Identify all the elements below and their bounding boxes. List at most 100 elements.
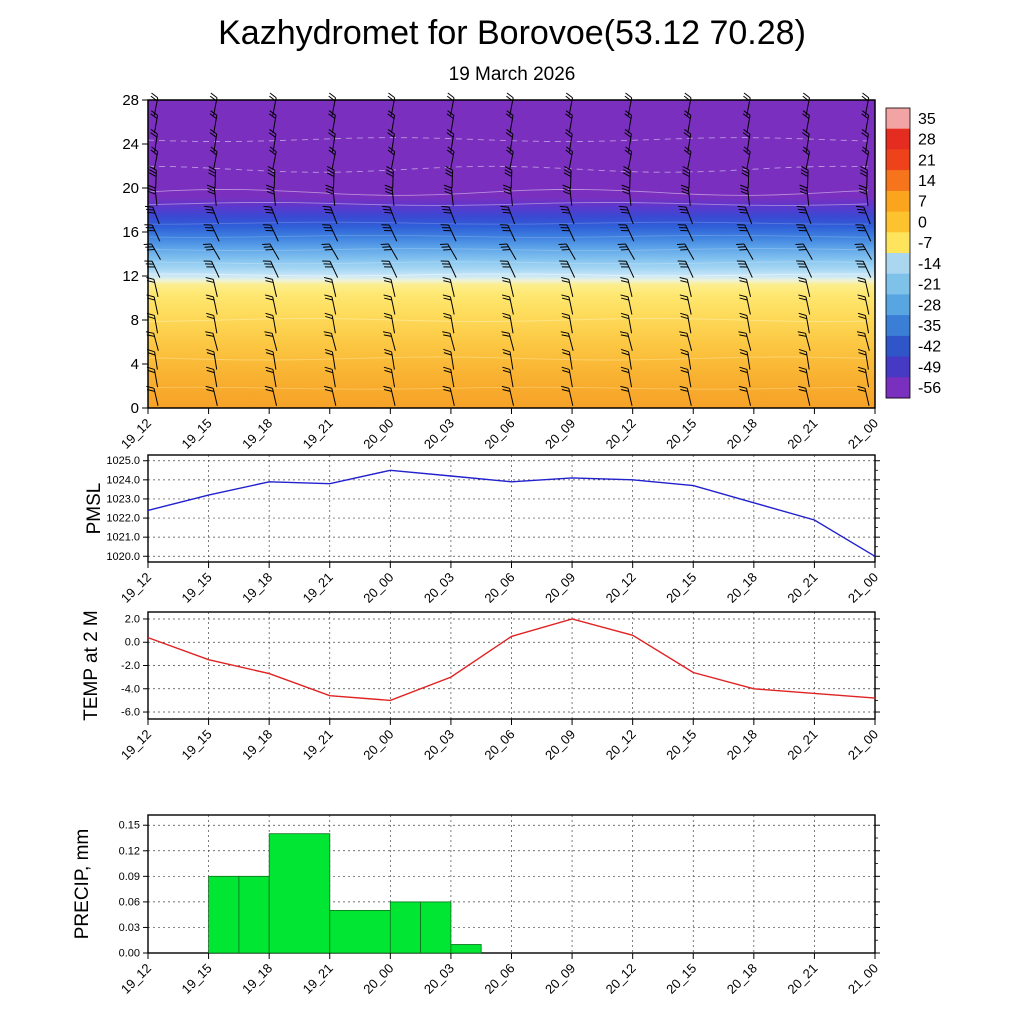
wind-barb <box>265 312 277 334</box>
wind-barb <box>618 224 635 242</box>
wind-barb <box>799 184 810 206</box>
precip-panel: 0.15 0.12 0.09 0.06 0.03 0.00 PRECIP, mm 19_12 1… <box>72 814 881 997</box>
tick-label: -49 <box>918 359 941 376</box>
wind-barb <box>264 385 278 406</box>
time-tick-label: 19_18 <box>239 570 275 606</box>
tick-label: 0.0 <box>125 637 140 649</box>
time-tick-label: 20_15 <box>663 416 699 452</box>
wind-barb <box>859 166 868 189</box>
colorbar-segment <box>886 356 910 378</box>
wind-barb <box>854 243 872 260</box>
wind-barb <box>147 184 158 206</box>
wind-barb <box>440 224 457 242</box>
wind-barb <box>796 224 813 242</box>
colorbar-segment <box>886 294 910 316</box>
wind-barb <box>205 294 218 315</box>
wind-barb <box>561 385 574 406</box>
wind-barb <box>737 205 753 225</box>
time-tick-label: 20_18 <box>724 727 760 763</box>
wind-barb <box>560 331 574 351</box>
tick-label: 0 <box>918 214 927 231</box>
wind-barb <box>322 205 338 225</box>
time-tick-label: 20_15 <box>663 727 699 763</box>
time-tick-label: 19_21 <box>300 570 336 606</box>
tick-label: 0.09 <box>119 871 140 883</box>
time-tick-label: 19_15 <box>179 961 215 997</box>
wind-barb <box>621 184 632 206</box>
time-tick-label: 20_12 <box>603 416 639 452</box>
tick-label: -21 <box>918 277 941 294</box>
wind-barb <box>324 277 337 297</box>
wind-barb <box>798 294 811 315</box>
wind-barb <box>678 205 693 225</box>
time-tick-label: 20_06 <box>481 570 517 606</box>
colorbar-segment <box>886 335 910 358</box>
time-tick-label: 21_00 <box>845 570 881 606</box>
wind-barb <box>265 348 277 370</box>
wind-barb <box>325 184 336 206</box>
wind-barb <box>443 366 455 388</box>
colorbar-segment <box>886 211 910 233</box>
wind-barb <box>855 260 872 278</box>
wind-barb <box>322 224 339 242</box>
wind-barb <box>677 260 694 278</box>
wind-barb <box>561 277 574 297</box>
wind-barb <box>559 260 576 278</box>
precip-bar <box>208 875 240 954</box>
wind-barb <box>501 331 515 351</box>
wind-barb <box>620 294 633 315</box>
time-tick-label: 20_06 <box>481 416 517 452</box>
wind-barb <box>385 166 394 189</box>
time-tick-label: 19_18 <box>239 727 275 763</box>
tick-label: 14 <box>918 173 936 190</box>
tick-label: 24 <box>122 136 139 153</box>
wind-barb <box>561 294 574 315</box>
time-tick-label: 20_18 <box>724 416 760 452</box>
wind-barb <box>795 243 813 260</box>
wind-barb <box>205 277 218 297</box>
wind-barb <box>561 366 573 388</box>
tick-label: 1025.0 <box>106 455 140 467</box>
time-tick-label: 20_06 <box>481 961 517 997</box>
tick-label: 1021.0 <box>106 532 140 544</box>
tick-label: -28 <box>918 297 941 314</box>
wind-barb <box>381 205 397 225</box>
tick-label: -6.0 <box>121 707 140 719</box>
wind-barb <box>263 205 279 225</box>
wind-barb <box>264 294 277 315</box>
wind-barb <box>736 260 753 278</box>
tick-label: -4.0 <box>121 683 140 695</box>
wind-barb <box>502 348 514 370</box>
wind-barb <box>501 385 515 406</box>
tick-label: TEMP at 2 M <box>81 610 102 721</box>
time-tick-label: 19_15 <box>179 727 215 763</box>
wind-barb <box>738 331 752 351</box>
wind-barb <box>857 294 870 315</box>
tick-label: 0.12 <box>119 845 140 857</box>
colorbar-segment <box>886 149 910 171</box>
wind-barb <box>800 166 809 189</box>
wind-barb <box>798 366 810 388</box>
wind-barb <box>619 331 633 351</box>
wind-barb <box>620 277 633 297</box>
wind-barb <box>796 205 812 225</box>
wind-barb <box>206 312 218 334</box>
wind-barb <box>797 331 811 351</box>
wind-barb <box>267 166 276 189</box>
time-tick-label: 20_15 <box>663 570 699 606</box>
tick-label: -2.0 <box>121 660 140 672</box>
time-tick-label: 21_00 <box>845 727 881 763</box>
wind-barb <box>384 184 395 206</box>
wind-barb <box>499 224 516 242</box>
time-tick-label: 19_15 <box>179 570 215 606</box>
wind-barb <box>502 312 514 334</box>
wind-barb <box>677 224 694 242</box>
time-tick-label: 20_06 <box>481 727 517 763</box>
time-tick-label: 20_18 <box>724 961 760 997</box>
time-tick-label: 20_03 <box>421 416 457 452</box>
wind-barb <box>206 366 218 388</box>
wind-barb <box>323 331 337 351</box>
tick-label: 1020.0 <box>106 551 140 563</box>
wind-barb <box>262 224 279 242</box>
wind-barb <box>798 348 810 370</box>
